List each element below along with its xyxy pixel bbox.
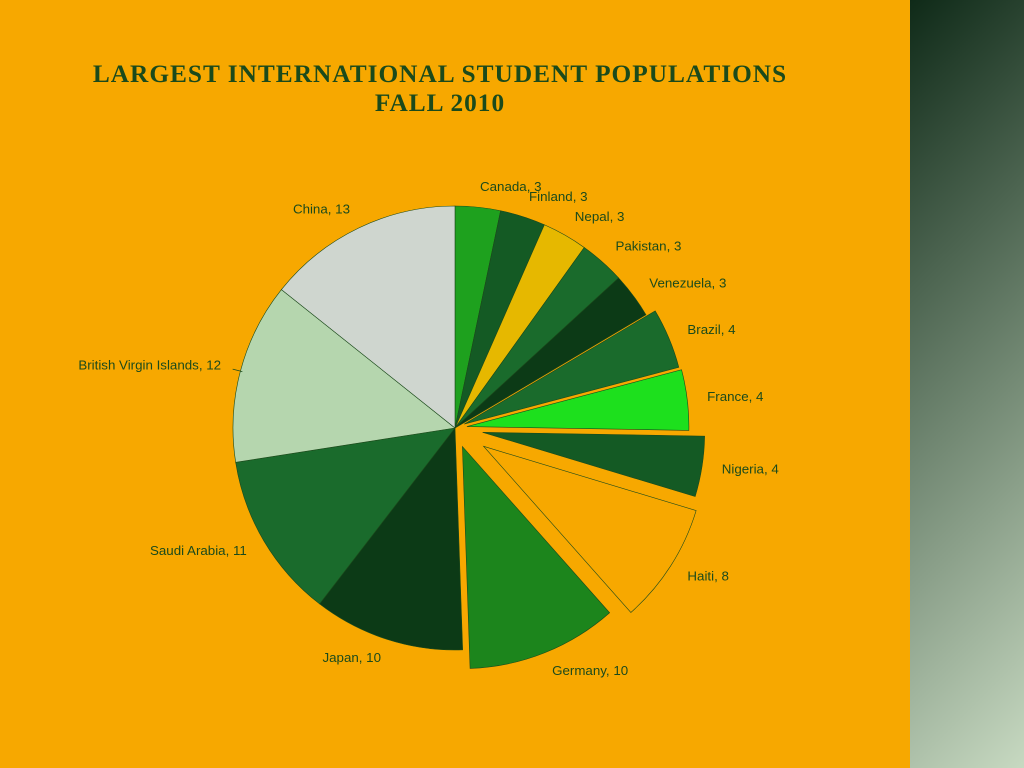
pie-chart: Canada, 3Finland, 3Nepal, 3Pakistan, 3Ve…: [0, 0, 910, 768]
slice-label: Japan, 10: [322, 650, 381, 665]
slice-label: Pakistan, 3: [615, 238, 681, 253]
slice-label: Nepal, 3: [575, 209, 625, 224]
slice-label: British Virgin Islands, 12: [78, 358, 221, 373]
slice-label: France, 4: [707, 389, 764, 404]
slide-stage: LARGEST INTERNATIONAL STUDENT POPULATION…: [0, 0, 1024, 768]
slice-label: Venezuela, 3: [649, 275, 726, 290]
slice-label: Finland, 3: [529, 189, 588, 204]
slice-label: Haiti, 8: [687, 568, 728, 583]
slice-label: Germany, 10: [552, 663, 628, 678]
slice-label: China, 13: [293, 201, 350, 216]
decorative-side-strip: [910, 0, 1024, 768]
slice-label: Brazil, 4: [687, 322, 736, 337]
slice-label: Saudi Arabia, 11: [150, 543, 247, 558]
slice-label: Nigeria, 4: [722, 461, 780, 476]
